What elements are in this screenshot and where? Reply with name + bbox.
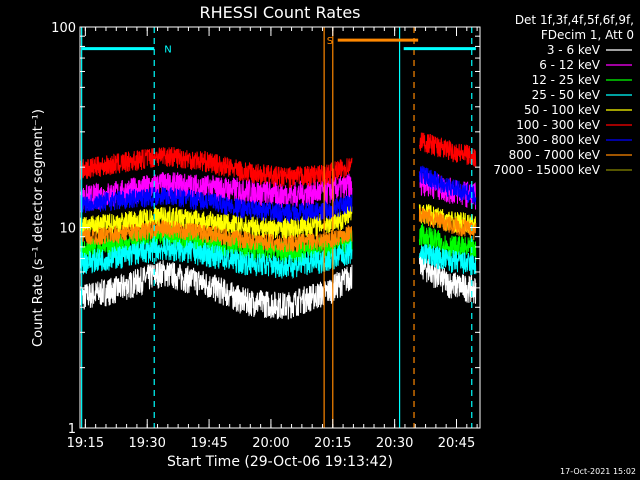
series-3-line-1: [418, 244, 477, 276]
x-tick-label-4: 20:15: [314, 436, 351, 451]
series-6-line-0: [79, 187, 353, 224]
series-6-line-1: [418, 165, 477, 205]
series-7-line-1: [418, 206, 477, 241]
x-axis-label: Start Time (29-Oct-06 19:13:42): [167, 454, 393, 470]
legend-label-5: 100 - 300 keV: [516, 118, 600, 132]
legend-header-line-2: FDecim 1, Att 0: [541, 28, 634, 42]
legend: Det 1f,3f,4f,5f,6f,9f, FDecim 1, Att 0 3…: [493, 13, 634, 177]
x-tick-label-5: 20:30: [376, 436, 413, 451]
series-3-line-0: [79, 235, 353, 280]
y-tick-label-2: 100: [51, 21, 76, 36]
instrument-markers: NS: [81, 27, 476, 428]
y-tick-label-1: 10: [59, 222, 76, 237]
series-1-line-0: [79, 172, 353, 213]
y-tick-label-0: 1: [68, 422, 76, 437]
annotation-label-0: N: [164, 45, 171, 56]
legend-label-1: 6 - 12 keV: [539, 58, 601, 72]
legend-label-6: 300 - 800 keV: [516, 133, 600, 147]
series-2-line-1: [418, 223, 477, 262]
x-tick-label-3: 20:00: [252, 436, 289, 451]
legend-header-line-1: Det 1f,3f,4f,5f,6f,9f,: [515, 13, 634, 27]
legend-label-7: 800 - 7000 keV: [509, 148, 601, 162]
axes: 1 10 100 19:15 19:30 19:45 20:00 20:15 20:30 20:4…: [51, 21, 481, 451]
x-tick-label-1: 19:30: [128, 436, 165, 451]
series-7-line-0: [79, 219, 353, 253]
annotation-label-1: S: [327, 36, 333, 47]
x-tick-label-0: 19:15: [67, 436, 104, 451]
legend-label-4: 50 - 100 keV: [524, 103, 601, 117]
x-tick-label-6: 20:45: [438, 436, 475, 451]
series-0-line-1: [418, 252, 477, 304]
chart-title: RHESSI Count Rates: [200, 3, 361, 22]
series-0-line-0: [79, 260, 353, 320]
x-tick-label-2: 19:45: [190, 436, 227, 451]
series-5-line-0: [79, 146, 353, 188]
legend-label-2: 12 - 25 keV: [532, 73, 601, 87]
series-5-line-1: [418, 132, 477, 168]
y-axis-label: Count Rate (s⁻¹ detector segment⁻¹): [31, 109, 46, 347]
legend-label-8: 7000 - 15000 keV: [493, 163, 600, 177]
series-4-line-1: [418, 203, 477, 236]
legend-label-3: 25 - 50 keV: [532, 88, 601, 102]
plot-area: [79, 132, 477, 320]
footer-timestamp: 17-Oct-2021 15:02: [560, 467, 636, 476]
legend-label-0: 3 - 6 keV: [547, 43, 601, 57]
